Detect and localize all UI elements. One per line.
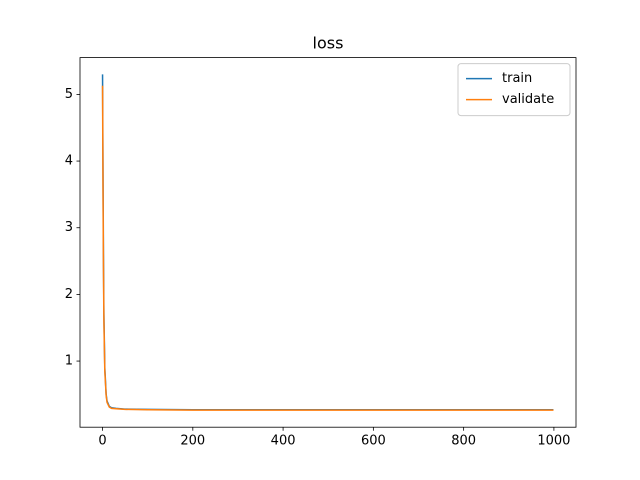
- y-tick-label: 4: [65, 154, 73, 169]
- y-tick-label: 5: [65, 87, 73, 102]
- y-tick-label: 3: [65, 220, 73, 235]
- chart-title: loss: [313, 34, 344, 53]
- legend-label: validate: [502, 92, 554, 107]
- x-tick-label: 600: [361, 434, 386, 449]
- x-tick-label: 200: [180, 434, 205, 449]
- x-tick-label: 400: [271, 434, 296, 449]
- y-tick-label: 2: [65, 287, 73, 302]
- x-tick-label: 800: [451, 434, 476, 449]
- y-tick-label: 1: [65, 354, 73, 369]
- legend-box: [457, 63, 571, 117]
- line-series: [101, 85, 554, 411]
- x-tick-label: 0: [98, 434, 106, 449]
- legend-label: train: [502, 71, 532, 86]
- x-tick-label: 1000: [537, 434, 570, 449]
- axes-frame: [79, 57, 577, 428]
